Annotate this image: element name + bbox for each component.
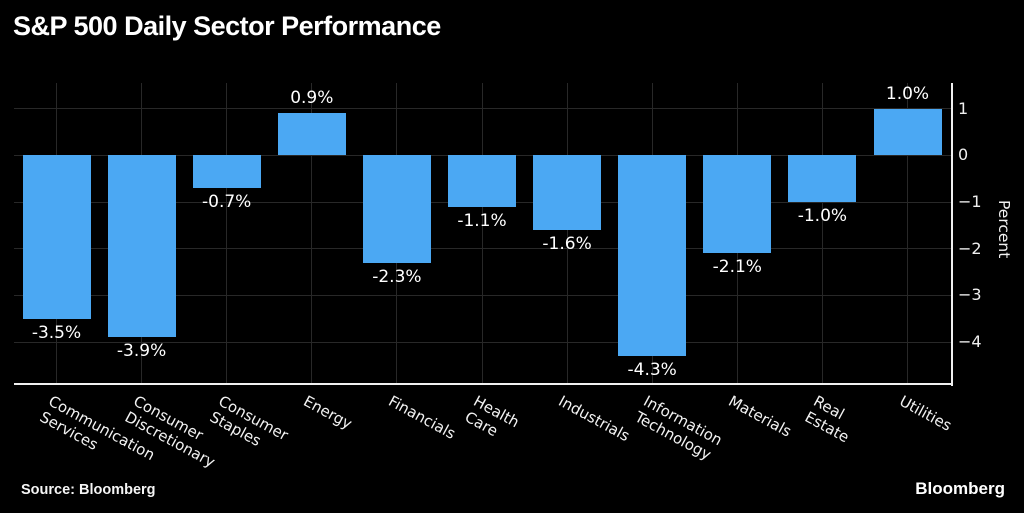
y-tick-label: −4 — [958, 332, 982, 351]
gridline-horizontal — [14, 341, 953, 343]
gridline-horizontal — [14, 108, 953, 110]
bar-value-label-real-estate: -1.0% — [797, 206, 848, 226]
source-label: Source: Bloomberg — [21, 482, 156, 498]
bar-value-label-information-technology: -4.3% — [627, 360, 677, 380]
y-axis-line — [951, 83, 953, 386]
gridline-vertical — [226, 83, 228, 384]
gridline-horizontal — [14, 248, 953, 250]
bar-value-label-consumer-staples: -0.7% — [202, 192, 252, 212]
bloomberg-logo: Bloomberg — [915, 479, 1005, 498]
bar-value-label-materials: -2.1% — [712, 257, 762, 278]
y-tick-label: −1 — [958, 192, 982, 211]
bar-value-label-industrials: -1.6% — [542, 234, 592, 254]
y-tick-label: −3 — [958, 285, 982, 305]
bar-value-label-health-care: -1.1% — [457, 210, 507, 231]
gridline-horizontal — [14, 294, 953, 296]
gridline-vertical — [821, 83, 823, 384]
bar-value-label-communication-services: -3.5% — [31, 322, 82, 343]
bar-financials — [362, 155, 431, 263]
bar-value-label-financials: -2.3% — [372, 266, 422, 287]
x-tick-label-industrials: Industrials — [555, 392, 633, 446]
y-tick-label: 0 — [958, 145, 969, 165]
x-tick-label-information-technology: Information Technology — [632, 392, 726, 464]
bar-energy — [277, 113, 346, 156]
bar-industrials — [533, 155, 602, 230]
x-tick-label-energy: Energy — [300, 392, 355, 433]
bar-utilities — [873, 108, 942, 156]
y-axis-title: Percent — [995, 200, 1013, 259]
y-tick-label: −2 — [958, 238, 982, 258]
bar-communication-services — [22, 155, 91, 319]
bar-materials — [703, 155, 772, 254]
x-tick-label-materials: Materials — [725, 392, 795, 441]
bar-value-label-energy: 0.9% — [290, 88, 334, 109]
gridline-vertical — [566, 83, 568, 384]
bar-health-care — [448, 155, 516, 207]
x-tick-label-real-estate: Real Estate — [802, 392, 853, 447]
x-tick-label-health-care: Health Care — [461, 392, 523, 441]
bar-value-label-utilities: 1.0% — [885, 83, 930, 104]
gridline-vertical — [481, 83, 483, 384]
gridline-vertical — [907, 83, 908, 384]
x-tick-label-utilities: Utilities — [895, 392, 955, 435]
bar-consumer-discretionary — [107, 155, 176, 338]
bar-consumer-staples — [192, 155, 261, 188]
bar-information-technology — [618, 155, 687, 356]
gridline-vertical — [311, 83, 313, 384]
x-tick-label-financials: Financials — [385, 392, 459, 443]
bar-value-label-consumer-discretionary: -3.9% — [116, 341, 167, 362]
x-axis-line — [14, 383, 953, 385]
bar-real-estate — [788, 155, 857, 202]
page-title: S&P 500 Daily Sector Performance — [13, 11, 441, 41]
y-tick-label: 1 — [958, 98, 969, 118]
